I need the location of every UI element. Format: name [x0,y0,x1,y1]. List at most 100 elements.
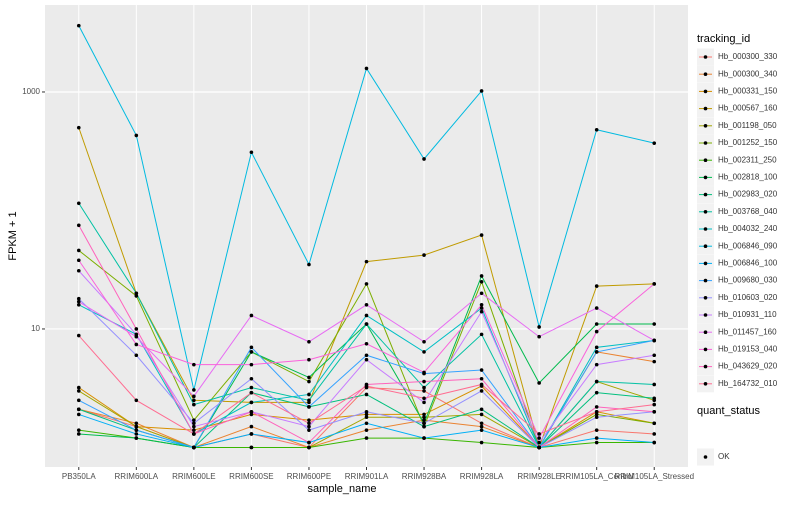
data-point [76,268,81,273]
data-point [652,396,657,401]
data-point [76,333,81,338]
data-point [192,388,196,392]
legend-label: Hb_043629_020 [718,362,778,371]
data-point [652,282,657,286]
data-point [249,445,254,450]
data-point [192,362,196,367]
data-point [134,342,139,347]
data-point [364,341,369,346]
data-point [364,412,369,417]
legend-key-point [703,106,708,111]
data-point [364,421,369,426]
data-point [422,339,426,344]
data-point [364,436,369,440]
legend-label: Hb_002983_020 [718,190,778,199]
legend-key-point [703,192,708,197]
data-point [594,405,599,409]
data-point [76,302,81,307]
data-point [134,291,139,296]
data-point [249,362,254,367]
legend-key-point [703,72,708,76]
data-point [479,309,484,314]
data-point [594,362,599,367]
legend-key-point [703,261,708,266]
legend-key-point [703,244,708,248]
data-point [76,432,81,436]
data-point [76,428,81,432]
legend-key-point [703,210,708,214]
data-point [249,390,254,395]
data-point [76,248,81,253]
legend-label: Hb_001252_150 [718,138,778,147]
legend-label: Hb_006846_100 [718,259,778,268]
data-point [479,233,484,237]
data-point [364,353,369,358]
data-point [307,405,311,409]
x-tick-label: RRIM105LA_Stressed [614,472,694,481]
data-point [134,294,139,298]
data-point [307,398,311,403]
data-point [192,424,196,429]
data-point [594,415,599,420]
data-point [537,445,541,450]
data-point [307,428,311,432]
legend-label: Hb_000300_340 [718,69,778,78]
data-point [652,421,657,426]
data-point [594,436,599,440]
legend-label: Hb_002311_250 [718,155,777,164]
data-point [479,291,484,296]
data-point [422,350,426,354]
data-point [76,398,81,403]
data-point [652,338,657,343]
data-point [364,428,369,432]
data-point [479,382,484,387]
data-point [652,402,657,407]
data-point [537,432,541,436]
legend-key-point [703,278,708,283]
data-point [422,436,426,440]
data-point [364,313,369,318]
data-point [364,392,369,397]
data-point [134,432,139,436]
data-point [652,440,657,445]
data-point [652,322,657,326]
data-point [76,23,81,28]
data-point [479,306,484,310]
legend-label: Hb_010931_110 [718,310,777,319]
data-point [479,428,484,432]
data-point [594,284,599,288]
data-point [364,322,369,326]
legend-label: Hb_019153_040 [718,345,778,354]
data-point [249,409,254,414]
data-point [307,424,311,429]
data-point [594,345,599,350]
data-point [76,389,81,393]
x-tick-label: RRIM928LE [517,472,561,481]
data-point [479,332,484,337]
legend-key-point [703,347,708,352]
data-point [134,424,139,429]
x-tick-label: RRIM901LA [345,472,389,481]
x-tick-label: RRIM600LA [115,472,159,481]
data-point [479,376,484,381]
data-point [364,282,369,286]
data-point [192,394,196,399]
data-point [594,409,599,414]
legend-label: Hb_009680_030 [718,276,778,285]
data-point [364,259,369,264]
data-point [422,157,426,161]
x-tick-label: RRIM105LA_Control [560,472,634,481]
data-point [364,415,369,420]
x-tick-label: RRIM928BA [402,472,447,481]
data-point [537,436,541,440]
data-point [307,440,311,445]
data-point [192,398,196,403]
data-point [249,150,254,155]
legend-label: Hb_010603_020 [718,293,778,302]
data-point [594,350,599,354]
data-point [364,384,369,388]
x-tick-label: PB350LA [62,472,96,481]
data-point [364,66,369,71]
legend-label: Hb_000331_150 [718,87,778,96]
data-point [479,389,484,393]
